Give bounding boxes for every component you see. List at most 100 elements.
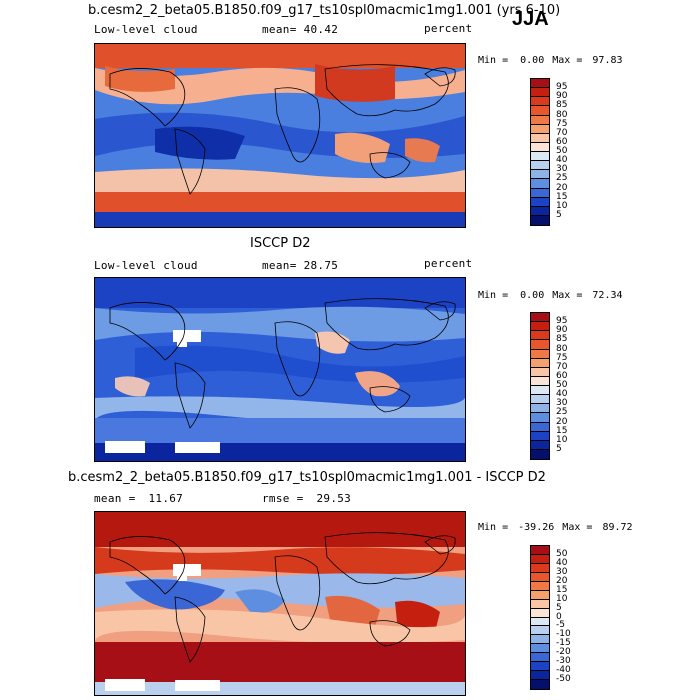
colorbar-tick-label: 30	[556, 164, 568, 175]
colorbar-tick-label: 5	[556, 602, 562, 613]
colorbar-swatch	[531, 581, 549, 591]
colorbar-tick-label: 25	[556, 407, 568, 418]
panel3-minmax: Min = -39.26 Max = 89.72	[478, 522, 633, 533]
panel1-map-field	[95, 44, 465, 227]
panel3-mean-label: mean =	[94, 492, 136, 505]
panel3-title: b.cesm2_2_beta05.B1850.f09_g17_ts10spl0m…	[68, 470, 546, 485]
colorbar-swatch	[531, 626, 549, 636]
colorbar-tick-label: -50	[556, 674, 571, 685]
colorbar-swatch	[531, 188, 549, 198]
colorbar-swatch	[531, 331, 549, 341]
colorbar-swatch	[531, 413, 549, 423]
panel3-map	[94, 511, 466, 696]
colorbar-tick-label: 50	[556, 548, 568, 559]
colorbar-tick-label: 20	[556, 575, 568, 586]
colorbar-tick-label: 95	[556, 82, 568, 93]
panel2-min-value: 0.00	[520, 290, 545, 301]
colorbar-tick-label: 5	[556, 209, 562, 220]
colorbar-swatch	[531, 367, 549, 377]
colorbar-swatch	[531, 608, 549, 618]
colorbar-swatch	[531, 88, 549, 98]
colorbar-swatch	[531, 563, 549, 573]
colorbar-swatch	[531, 142, 549, 152]
colorbar-tick-label: 75	[556, 352, 568, 363]
panel2-map	[94, 277, 466, 462]
panel2-mean-value: 28.75	[303, 259, 339, 272]
panel1-max-value: 97.83	[592, 55, 623, 66]
panel1-mean-value: 40.42	[303, 23, 339, 36]
panel3-rmse-label: rmse =	[262, 492, 304, 505]
colorbar-tick-label: 95	[556, 316, 568, 327]
panel1-mean: mean= 40.42	[262, 23, 338, 36]
colorbar-swatch	[531, 599, 549, 609]
colorbar-tick-label: 5	[556, 443, 562, 454]
colorbar-swatch	[531, 152, 549, 162]
colorbar-swatch	[531, 431, 549, 441]
colorbar-swatch	[531, 179, 549, 189]
colorbar-tick-label: 85	[556, 334, 568, 345]
colorbar-tick-label: 70	[556, 127, 568, 138]
colorbar-tick-label: -30	[556, 656, 571, 667]
panel2-variable: Low-level cloud	[94, 259, 198, 272]
panel1-colorbar-swatches	[530, 78, 550, 226]
colorbar-tick-label: 30	[556, 398, 568, 409]
panel3-mean: mean = 11.67	[94, 492, 183, 505]
season-label: JJA	[512, 8, 549, 30]
colorbar-tick-label: 50	[556, 380, 568, 390]
colorbar-swatch	[531, 546, 549, 555]
colorbar-swatch	[531, 215, 549, 225]
panel2-colorbar: 95 90 85 80 75 70 60 50 40 30 25 20 15 10 5	[530, 312, 567, 460]
colorbar-swatch	[531, 349, 549, 359]
panel3-colorbar-swatches	[530, 545, 550, 690]
colorbar-swatch	[531, 97, 549, 107]
panel3-min-value: -39.26	[518, 522, 555, 533]
colorbar-tick-label: -5	[556, 620, 565, 631]
colorbar-swatch	[531, 554, 549, 564]
colorbar-swatch	[531, 440, 549, 450]
colorbar-swatch	[531, 590, 549, 600]
colorbar-swatch	[531, 680, 549, 689]
panel3-mean-value: 11.67	[148, 492, 184, 505]
colorbar-swatch	[531, 115, 549, 125]
panel1-variable: Low-level cloud	[94, 23, 198, 36]
panel1-title: b.cesm2_2_beta05.B1850.f09_g17_ts10spl0m…	[88, 3, 561, 18]
colorbar-tick-label: -15	[556, 638, 571, 649]
panel2-max-label: Max =	[552, 290, 583, 301]
colorbar-tick-label: 15	[556, 584, 568, 595]
colorbar-swatch	[531, 644, 549, 654]
colorbar-swatch	[531, 133, 549, 143]
colorbar-tick-label: 25	[556, 173, 568, 184]
colorbar-tick-label: 10	[556, 593, 568, 604]
colorbar-swatch	[531, 635, 549, 645]
colorbar-tick-label: 90	[556, 91, 568, 102]
colorbar-swatch	[531, 671, 549, 681]
colorbar-swatch	[531, 422, 549, 432]
panel1-colorbar: 95 90 85 80 75 70 60 50 40 30 25 20 15 10 5	[530, 78, 567, 226]
panel1-mean-label: mean=	[262, 23, 297, 36]
colorbar-tick-label: 75	[556, 118, 568, 129]
colorbar-swatch	[531, 106, 549, 116]
colorbar-tick-label: 90	[556, 325, 568, 336]
colorbar-tick-label: 0	[556, 611, 562, 622]
colorbar-tick-label: 60	[556, 370, 568, 381]
colorbar-tick-label: 40	[556, 155, 568, 166]
colorbar-tick-label: 10	[556, 434, 568, 445]
colorbar-tick-label: 50	[556, 146, 568, 156]
colorbar-tick-label: 70	[556, 361, 568, 372]
colorbar-tick-label: -10	[556, 629, 571, 640]
panel1-max-label: Max =	[552, 55, 583, 66]
panel1-min-label: Min =	[478, 55, 509, 66]
panel2-colorbar-swatches	[530, 312, 550, 460]
colorbar-tick-label: 10	[556, 200, 568, 211]
panel3-map-field	[95, 512, 465, 695]
colorbar-tick-label: 15	[556, 425, 568, 436]
colorbar-tick-label: 80	[556, 109, 568, 120]
colorbar-swatch	[531, 653, 549, 663]
colorbar-swatch	[531, 322, 549, 332]
colorbar-swatch	[531, 386, 549, 396]
panel2-max-value: 72.34	[592, 290, 623, 301]
panel2-mean-label: mean=	[262, 259, 297, 272]
colorbar-tick-label: 60	[556, 136, 568, 147]
colorbar-swatch	[531, 358, 549, 368]
panel2-title: ISCCP D2	[250, 236, 311, 251]
